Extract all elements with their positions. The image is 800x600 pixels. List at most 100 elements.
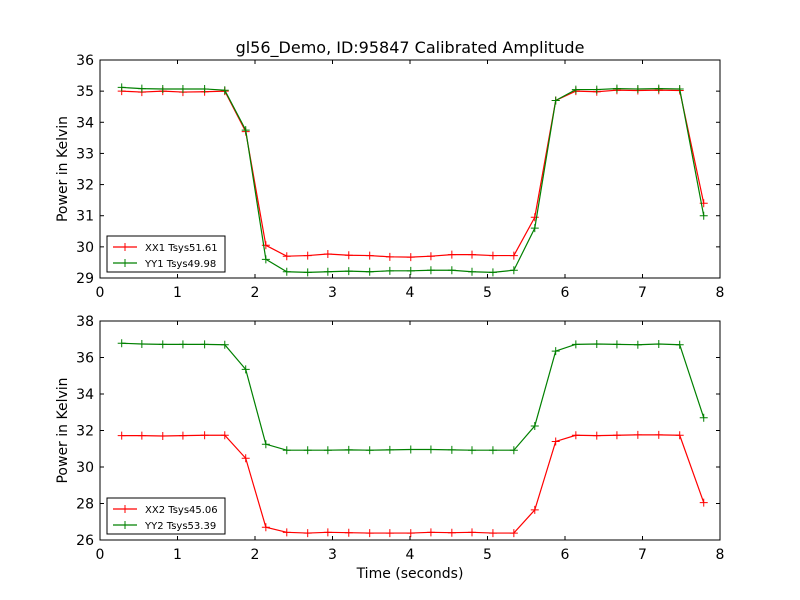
x-tick-label: 0 (96, 547, 105, 563)
y-tick-label: 34 (76, 115, 94, 131)
data-point (406, 253, 415, 262)
data-point (675, 84, 684, 93)
y-tick-label: 35 (76, 84, 94, 100)
legend-label: YY2 Tsys53.39 (144, 521, 216, 532)
series-line-yy2 (121, 342, 705, 451)
data-point (365, 251, 374, 260)
data-point (592, 85, 601, 94)
data-point (654, 339, 663, 348)
data-point (261, 440, 270, 449)
data-point (200, 340, 209, 349)
data-point (551, 437, 560, 446)
legend-label: YY1 Tsys49.98 (144, 259, 216, 270)
data-point (117, 339, 126, 348)
data-point (447, 445, 456, 454)
data-point (509, 251, 518, 260)
data-point (200, 431, 209, 440)
legend-marker (121, 243, 129, 251)
data-point (447, 266, 456, 275)
data-point (323, 267, 332, 276)
chart-title: gl56_Demo, ID:95847 Calibrated Amplitude (236, 38, 585, 58)
data-point (612, 431, 621, 440)
data-point (530, 421, 539, 430)
data-point (323, 528, 332, 537)
x-tick-label: 6 (561, 285, 570, 301)
data-point (282, 252, 291, 261)
x-tick-label: 0 (96, 285, 105, 301)
data-point (406, 445, 415, 454)
y-tick-label: 30 (76, 460, 94, 476)
data-point (654, 84, 663, 93)
y-tick-label: 32 (76, 424, 94, 440)
data-point (158, 431, 167, 440)
data-point (592, 339, 601, 348)
data-point (261, 523, 270, 532)
x-tick-label: 7 (638, 547, 647, 563)
data-point (406, 529, 415, 538)
data-point (406, 266, 415, 275)
data-point (241, 454, 250, 463)
data-point (488, 529, 497, 538)
data-point (365, 267, 374, 276)
data-point (447, 528, 456, 537)
data-point (699, 413, 708, 422)
data-point (447, 250, 456, 259)
data-point (178, 84, 187, 93)
x-tick-label: 3 (328, 547, 337, 563)
data-point (426, 266, 435, 275)
data-point (344, 251, 353, 260)
data-point (571, 431, 580, 440)
data-point (699, 211, 708, 220)
data-point (282, 267, 291, 276)
x-tick-label: 2 (251, 547, 260, 563)
data-point (137, 431, 146, 440)
x-axis-label: Time (seconds) (356, 566, 464, 582)
data-point (344, 528, 353, 537)
y-tick-label: 32 (76, 178, 94, 194)
data-point (220, 431, 229, 440)
data-point (303, 268, 312, 277)
y-tick-label: 34 (76, 387, 94, 403)
legend-label: XX1 Tsys51.61 (145, 243, 218, 254)
data-point (220, 86, 229, 95)
data-point (530, 224, 539, 233)
data-point (592, 431, 601, 440)
x-tick-label: 4 (406, 547, 415, 563)
data-point (571, 340, 580, 349)
x-tick-label: 8 (716, 285, 725, 301)
x-tick-label: 2 (251, 285, 260, 301)
legend-marker (121, 259, 129, 267)
data-point (633, 84, 642, 93)
data-point (241, 365, 250, 374)
data-point (633, 430, 642, 439)
x-tick-label: 1 (173, 547, 182, 563)
y-tick-label: 30 (76, 240, 94, 256)
data-point (282, 446, 291, 455)
y-axis-label: Power in Kelvin (55, 377, 71, 483)
data-point (551, 96, 560, 105)
data-point (488, 446, 497, 455)
data-point (509, 266, 518, 275)
data-point (612, 84, 621, 93)
x-tick-label: 6 (561, 547, 570, 563)
legend-marker (121, 521, 129, 529)
y-tick-label: 36 (76, 53, 94, 69)
x-tick-label: 8 (716, 547, 725, 563)
data-point (426, 445, 435, 454)
data-point (158, 340, 167, 349)
data-point (468, 250, 476, 259)
y-tick-label: 29 (76, 271, 94, 287)
data-point (468, 267, 476, 276)
data-point (303, 446, 312, 455)
data-point (344, 445, 353, 454)
x-tick-label: 7 (638, 285, 647, 301)
y-tick-label: 36 (76, 351, 94, 367)
data-point (426, 528, 435, 537)
data-point (178, 431, 187, 440)
y-axis-label: Power in Kelvin (55, 116, 71, 222)
data-point (509, 446, 518, 455)
data-point (654, 430, 663, 439)
y-tick-label: 31 (76, 209, 94, 225)
data-point (385, 266, 394, 275)
